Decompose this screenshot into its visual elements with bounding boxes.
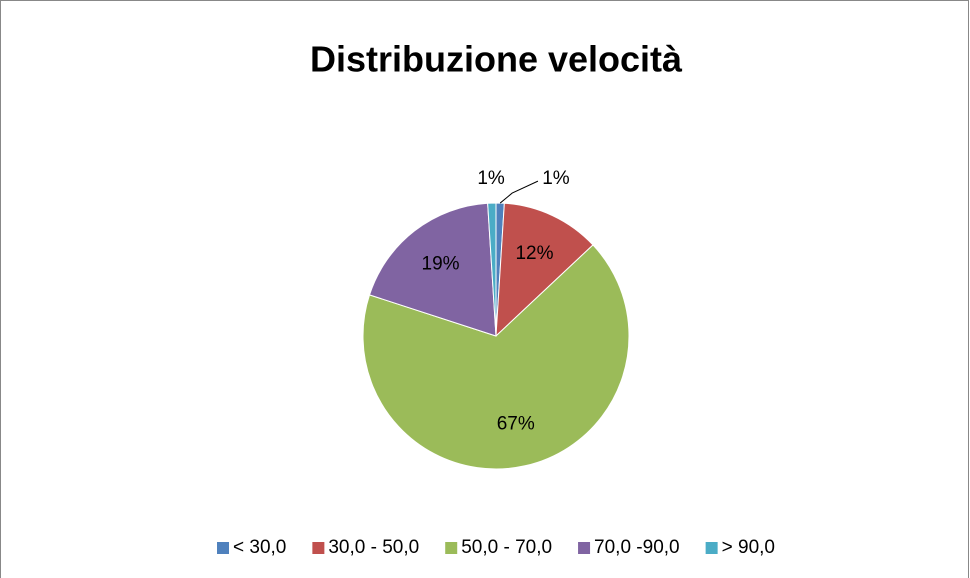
chart-title: Distribuzione velocità <box>310 39 683 80</box>
legend-swatch <box>312 542 325 554</box>
pie-slice <box>487 202 497 337</box>
pie-slice <box>362 244 630 470</box>
data-label: 19% <box>422 254 460 275</box>
legend-label: < 30,0 <box>233 537 286 558</box>
legend-swatch <box>705 542 718 554</box>
legend-label: 70,0 -90,0 <box>594 537 680 558</box>
pie-slice <box>368 202 497 337</box>
legend-label: > 90,0 <box>722 537 775 558</box>
legend-label: 30,0 - 50,0 <box>328 537 419 558</box>
data-label: 1% <box>542 168 570 189</box>
data-label: 1% <box>477 168 505 189</box>
legend-swatch <box>578 542 591 554</box>
data-label: 12% <box>515 243 553 264</box>
leader-line <box>499 180 539 204</box>
pie-slice <box>495 202 594 338</box>
data-label: 67% <box>497 413 535 434</box>
legend-label: 50,0 - 70,0 <box>461 537 552 558</box>
legend-swatch <box>217 542 230 554</box>
legend-swatch <box>445 542 458 554</box>
